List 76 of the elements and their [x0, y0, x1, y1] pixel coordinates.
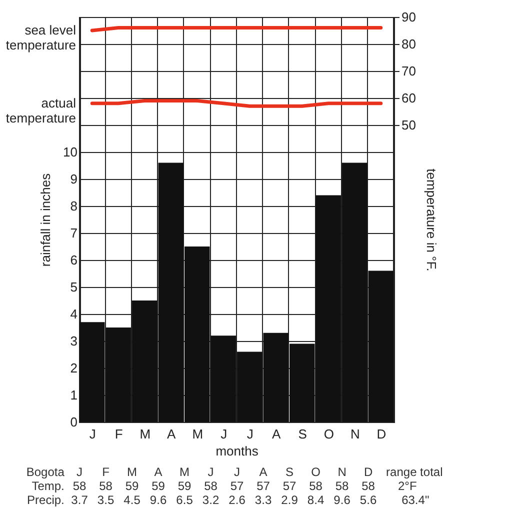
- x-tick-label: A: [272, 426, 282, 442]
- text: Bogota: [26, 465, 65, 479]
- data-label: 59: [178, 479, 192, 493]
- data-label: 3.3: [254, 493, 272, 507]
- x-tick-label: O: [324, 426, 334, 442]
- text: range: [386, 465, 418, 479]
- x-axis-title: months: [216, 444, 259, 458]
- category-label: A: [154, 465, 162, 479]
- data-label: 5.6: [360, 493, 377, 507]
- data-label: 57: [282, 479, 297, 493]
- y-tick-label: 7: [70, 226, 78, 240]
- series-label: actual temperature: [6, 95, 76, 126]
- y2-tick-label: 50: [402, 118, 416, 132]
- data-label: 58: [309, 479, 323, 493]
- y-tick-label: 3: [70, 334, 78, 348]
- y2-tick-label: 80: [402, 36, 416, 52]
- y-tick-label: 4: [70, 306, 78, 322]
- x-tick-label: N: [350, 426, 360, 442]
- data-label: 3.2: [202, 493, 220, 507]
- data-label: 58: [362, 479, 376, 493]
- data-label: 59: [152, 479, 166, 493]
- x-tick-label: S: [298, 426, 308, 442]
- category-label: M: [127, 465, 138, 479]
- data-label: 58: [204, 479, 218, 493]
- x-tick-label: F: [114, 426, 123, 442]
- data-label: 2.9: [281, 493, 298, 507]
- data-label: 57: [230, 479, 244, 493]
- y-tick-label: 9: [70, 172, 78, 186]
- data-label: 2.6: [228, 493, 246, 507]
- y2-tick-label: 70: [402, 64, 416, 78]
- category-label: J: [76, 465, 83, 479]
- y-tick-label: 6: [70, 252, 78, 268]
- data-label: 9.6: [150, 493, 167, 507]
- y2-axis-title: temperature in °F.: [424, 168, 439, 272]
- text: total: [420, 465, 443, 479]
- category-label: D: [364, 465, 373, 479]
- x-tick-label: J: [220, 426, 228, 442]
- y-axis-title: rainfall in inches: [38, 172, 54, 267]
- category-label: J: [208, 465, 214, 479]
- data-label: 9.6: [334, 493, 351, 507]
- y-tick-label: 2: [70, 360, 78, 376]
- series-label: sea level temperature: [6, 22, 76, 52]
- category-label: J: [234, 465, 240, 479]
- y2-tick-label: 90: [402, 10, 416, 24]
- data-label: 58: [99, 479, 113, 493]
- x-tick-label: J: [246, 426, 254, 442]
- x-tick-label: M: [192, 426, 204, 442]
- data-label: 58: [72, 479, 87, 493]
- text: 63.4": [402, 493, 430, 507]
- category-label: M: [180, 465, 190, 479]
- data-label: 58: [335, 479, 350, 493]
- x-tick-label: M: [140, 426, 151, 442]
- y-tick-label: 10: [63, 144, 78, 160]
- data-label: 4.5: [124, 493, 141, 507]
- y-tick-label: 5: [70, 280, 78, 294]
- y-tick-label: 8: [70, 198, 78, 214]
- data-label: 3.7: [71, 493, 88, 507]
- text: Temp.: [32, 479, 64, 493]
- data-label: 6.5: [176, 493, 194, 507]
- y-tick-label: 0: [70, 414, 78, 430]
- category-label: A: [259, 465, 268, 479]
- y2-tick-label: 60: [402, 90, 416, 106]
- data-label: 57: [256, 479, 270, 493]
- category-label: F: [102, 465, 110, 479]
- text: 2°F: [398, 479, 417, 493]
- category-label: O: [311, 465, 320, 479]
- text: Precip.: [27, 493, 64, 507]
- data-label: 3.5: [97, 493, 114, 507]
- x-tick-label: J: [89, 426, 96, 442]
- x-tick-label: A: [167, 426, 176, 442]
- category-label: N: [338, 465, 346, 479]
- category-label: S: [286, 465, 294, 479]
- x-tick-label: D: [376, 426, 386, 442]
- y-tick-label: 1: [70, 388, 78, 402]
- data-label: 59: [125, 479, 140, 493]
- data-label: 8.4: [307, 493, 324, 507]
